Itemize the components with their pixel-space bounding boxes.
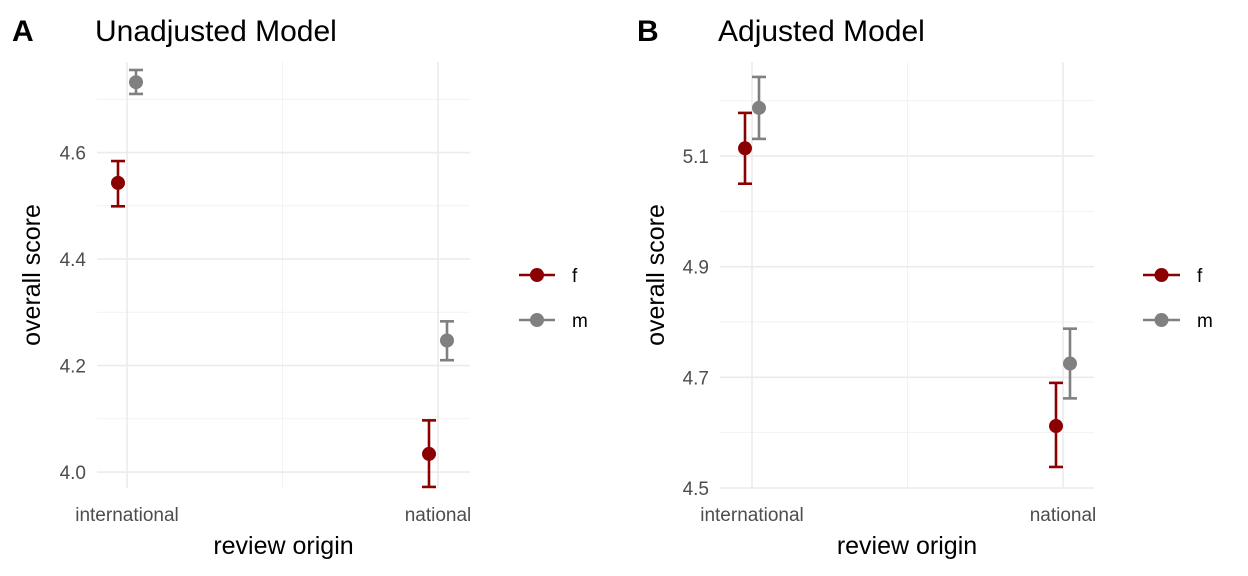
- legend-key-point: [530, 268, 544, 282]
- y-axis-title: overall score: [642, 204, 670, 346]
- point-f-national: [422, 446, 436, 461]
- legend-key-point: [1154, 313, 1169, 327]
- legend: fm: [519, 266, 588, 332]
- y-tick-label: 4.5: [683, 479, 709, 500]
- y-tick-label: 4.6: [60, 144, 86, 165]
- panel-b: 4.5 4.7 4.9 5.1 international national review …: [637, 15, 1213, 560]
- legend-key-point: [1154, 268, 1169, 282]
- point-m-international: [129, 75, 143, 90]
- panel-title: Unadjusted Model: [95, 15, 337, 48]
- legend-label-m: m: [1197, 311, 1213, 332]
- legend-label-f: f: [572, 266, 578, 287]
- x-tick-label: international: [75, 505, 179, 526]
- y-axis-title: overall score: [18, 204, 46, 346]
- point-f-international: [738, 141, 752, 156]
- point-f-international: [111, 175, 125, 190]
- point-m-international: [752, 100, 766, 115]
- panel-letter: B: [637, 15, 659, 48]
- x-axis-title: review origin: [213, 532, 353, 560]
- point-f-national: [1049, 419, 1063, 434]
- x-axis-title: review origin: [837, 532, 977, 560]
- y-tick-label: 5.1: [683, 147, 709, 168]
- legend-key-point: [530, 313, 544, 327]
- panel-a: 4.0 4.2 4.4 4.6 international national review …: [12, 15, 588, 560]
- legend-label-m: m: [572, 311, 588, 332]
- y-tick-label: 4.4: [60, 250, 87, 271]
- point-m-national: [440, 333, 454, 348]
- legend: fm: [1143, 266, 1213, 332]
- y-tick-label: 4.0: [60, 463, 86, 484]
- x-tick-label: international: [700, 505, 804, 526]
- panel-letter: A: [12, 15, 34, 48]
- y-tick-label: 4.7: [683, 368, 709, 389]
- y-tick-label: 4.2: [60, 357, 86, 378]
- panel-title: Adjusted Model: [718, 15, 925, 48]
- y-tick-label: 4.9: [683, 258, 709, 279]
- point-m-national: [1063, 356, 1077, 371]
- x-tick-label: national: [1030, 505, 1097, 526]
- x-tick-label: national: [405, 505, 472, 526]
- legend-label-f: f: [1197, 266, 1203, 287]
